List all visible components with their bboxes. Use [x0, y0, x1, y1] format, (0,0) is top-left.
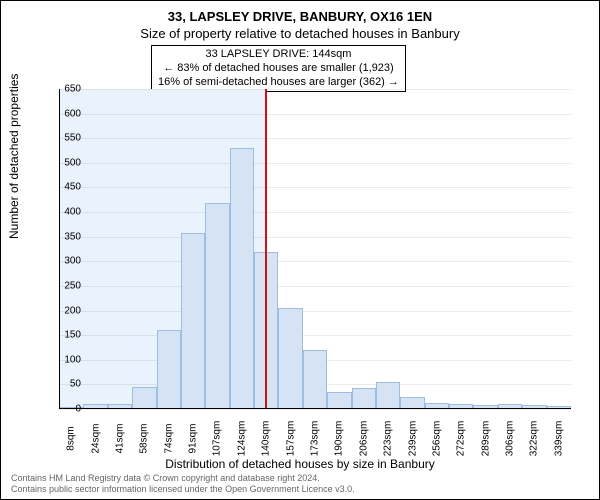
y-tick-label: 150 — [51, 330, 81, 341]
x-tick-label: 256sqm — [431, 421, 442, 457]
x-tick-label: 339sqm — [553, 421, 564, 457]
marker-line — [265, 89, 267, 409]
x-tick-label: 91sqm — [188, 423, 199, 453]
x-tick-label: 107sqm — [212, 421, 223, 457]
y-tick-label: 650 — [51, 84, 81, 95]
x-tick-label: 24sqm — [90, 423, 101, 453]
annotation-box: 33 LAPSLEY DRIVE: 144sqm ← 83% of detach… — [151, 45, 406, 92]
x-tick-label: 124sqm — [236, 421, 247, 457]
footer-line2: Contains public sector information licen… — [11, 484, 355, 495]
gridline — [59, 261, 571, 262]
y-tick-label: 550 — [51, 133, 81, 144]
y-tick-label: 600 — [51, 108, 81, 119]
y-tick-label: 0 — [51, 404, 81, 415]
x-tick-label: 8sqm — [66, 426, 77, 450]
gridline — [59, 138, 571, 139]
annot-line3: 16% of semi-detached houses are larger (… — [158, 76, 399, 90]
gridline — [59, 212, 571, 213]
histogram-bar — [181, 233, 205, 409]
chart-container: 33, LAPSLEY DRIVE, BANBURY, OX16 1EN Siz… — [0, 0, 600, 500]
gridline — [59, 187, 571, 188]
x-tick-label: 272sqm — [456, 421, 467, 457]
y-tick-label: 300 — [51, 256, 81, 267]
footer-line1: Contains HM Land Registry data © Crown c… — [11, 473, 355, 484]
gridline — [59, 114, 571, 115]
x-tick-label: 223sqm — [383, 421, 394, 457]
y-tick-label: 450 — [51, 182, 81, 193]
gridline — [59, 409, 571, 410]
y-axis-label: Number of detached properties — [7, 74, 21, 239]
gridline — [59, 237, 571, 238]
y-tick-label: 500 — [51, 157, 81, 168]
x-tick-label: 173sqm — [310, 421, 321, 457]
y-tick-label: 200 — [51, 305, 81, 316]
x-tick-label: 239sqm — [407, 421, 418, 457]
histogram-bar — [132, 387, 156, 409]
page-title: 33, LAPSLEY DRIVE, BANBURY, OX16 1EN — [9, 9, 591, 24]
gridline — [59, 311, 571, 312]
gridline — [59, 335, 571, 336]
plot-area — [59, 89, 571, 409]
gridline — [59, 286, 571, 287]
y-tick-label: 250 — [51, 280, 81, 291]
gridline — [59, 163, 571, 164]
histogram-bar — [278, 308, 302, 409]
y-tick-label: 350 — [51, 231, 81, 242]
y-tick-label: 100 — [51, 354, 81, 365]
x-tick-label: 41sqm — [114, 423, 125, 453]
y-tick-label: 400 — [51, 207, 81, 218]
histogram-bar — [157, 330, 181, 409]
x-tick-label: 74sqm — [163, 423, 174, 453]
x-axis-line — [59, 408, 571, 409]
histogram-bar — [205, 203, 229, 409]
histogram-bar — [376, 382, 400, 409]
histogram-bar — [352, 388, 376, 409]
gridline — [59, 89, 571, 90]
x-axis-label: Distribution of detached houses by size … — [1, 457, 599, 471]
y-tick-label: 50 — [51, 379, 81, 390]
x-tick-label: 140sqm — [261, 421, 272, 457]
x-tick-label: 306sqm — [505, 421, 516, 457]
histogram-bar — [327, 392, 351, 409]
x-tick-label: 289sqm — [480, 421, 491, 457]
annot-line2: ← 83% of detached houses are smaller (1,… — [158, 62, 399, 76]
x-tick-label: 157sqm — [285, 421, 296, 457]
x-tick-label: 190sqm — [334, 421, 345, 457]
x-tick-label: 322sqm — [529, 421, 540, 457]
footer: Contains HM Land Registry data © Crown c… — [11, 473, 355, 495]
annot-line1: 33 LAPSLEY DRIVE: 144sqm — [158, 48, 399, 62]
histogram-bar — [230, 148, 254, 409]
x-tick-label: 206sqm — [358, 421, 369, 457]
x-tick-label: 58sqm — [139, 423, 150, 453]
chart-subtitle: Size of property relative to detached ho… — [9, 26, 591, 41]
histogram-bar — [303, 350, 327, 409]
